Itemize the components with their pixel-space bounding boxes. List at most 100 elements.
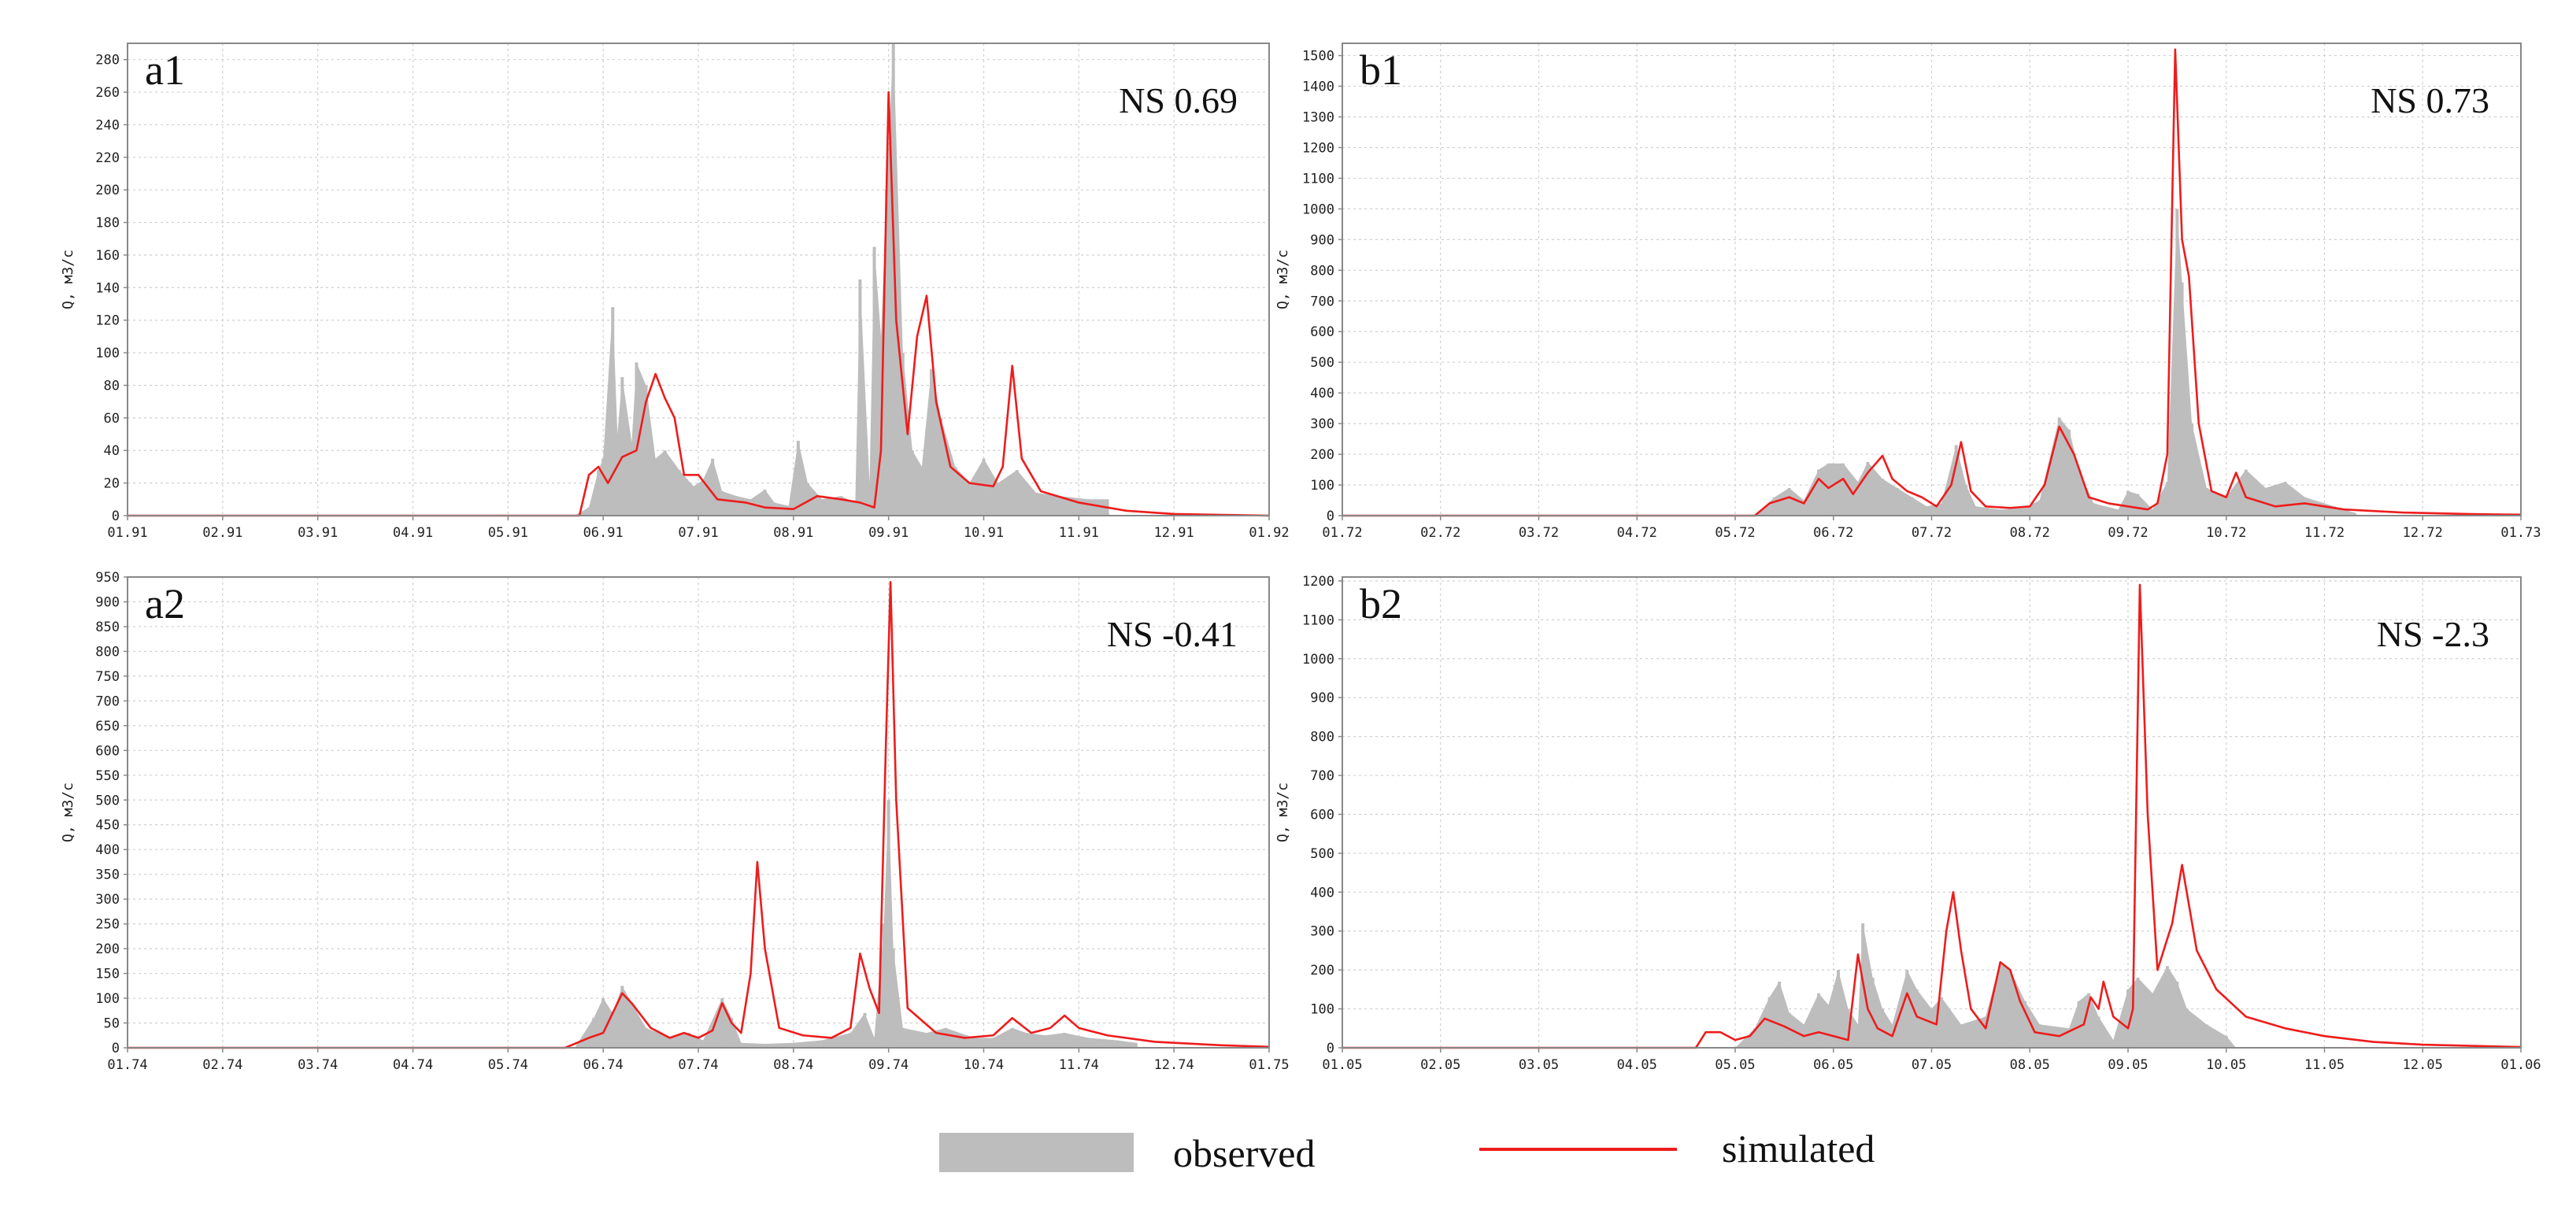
x-tick-label: 08.72	[2010, 525, 2050, 541]
x-tick-label: 08.74	[773, 1057, 813, 1073]
panel-label: a2	[145, 580, 185, 627]
x-tick-label: 11.74	[1059, 1057, 1099, 1073]
y-tick-label: 400	[95, 842, 120, 858]
observed-series	[574, 43, 1109, 516]
x-tick-label: 06.72	[1813, 525, 1853, 541]
x-tick-label: 05.72	[1715, 525, 1755, 541]
y-tick-label: 800	[1310, 263, 1334, 279]
y-tick-label: 700	[1310, 768, 1334, 784]
y-axis-label: Q, м3/с	[1275, 250, 1291, 309]
y-tick-label: 1200	[1302, 140, 1334, 156]
plot-area	[128, 577, 1269, 1048]
y-tick-label: 180	[95, 216, 120, 231]
y-tick-label: 200	[1310, 963, 1334, 978]
observed-series	[1735, 923, 2237, 1048]
x-tick-label: 08.05	[2010, 1057, 2050, 1073]
y-tick-label: 400	[1310, 386, 1334, 401]
x-tick-label: 12.05	[2403, 1057, 2443, 1073]
x-tick-label: 01.92	[1249, 525, 1289, 541]
y-tick-label: 0	[1327, 1041, 1334, 1056]
y-tick-label: 550	[95, 768, 120, 784]
y-tick-label: 900	[1310, 690, 1334, 706]
simulated-series	[128, 580, 1270, 1049]
x-tick-label: 07.91	[678, 525, 718, 541]
plot-area	[1342, 43, 2521, 516]
y-tick-label: 40	[104, 443, 120, 459]
x-tick-label: 04.74	[393, 1057, 433, 1073]
panel-label: a1	[145, 46, 185, 94]
ns-score-label: NS -0.41	[1107, 614, 1238, 654]
y-tick-label: 850	[95, 620, 120, 635]
y-tick-label: 800	[95, 644, 120, 660]
legend-observed-label: observed	[1173, 1131, 1316, 1175]
x-tick-label: 02.91	[202, 525, 242, 541]
legend-observed-swatch	[939, 1133, 1134, 1172]
x-tick-label: 12.91	[1154, 525, 1194, 541]
y-tick-label: 260	[95, 85, 120, 101]
y-tick-label: 1300	[1302, 110, 1334, 126]
x-tick-label: 09.91	[868, 525, 909, 541]
plot-area	[128, 43, 1269, 516]
y-tick-label: 1000	[1302, 202, 1334, 217]
panel-b1: 0 100 200 300 400 500 600 700 800 900 1000 1100 1200…	[1275, 43, 2541, 541]
x-tick-label: 09.72	[2108, 525, 2148, 541]
x-tick-label: 07.72	[1912, 525, 1952, 541]
x-tick-label: 08.91	[773, 525, 813, 541]
x-tick-label: 10.74	[964, 1057, 1004, 1073]
y-tick-label: 700	[1310, 294, 1334, 309]
y-tick-label: 400	[1310, 885, 1334, 901]
panel-a2: 0 50 100 150 200 250 300 350 400 450 500 550 600 650 7…	[60, 570, 1290, 1073]
ns-score-label: NS 0.73	[2371, 80, 2489, 120]
x-tick-label: 07.74	[678, 1057, 718, 1073]
y-tick-label: 220	[95, 150, 120, 166]
y-tick-label: 280	[95, 53, 120, 68]
x-tick-label: 04.91	[393, 525, 433, 541]
y-tick-label: 200	[1310, 447, 1334, 463]
x-tick-label: 06.74	[583, 1057, 624, 1073]
x-tick-label: 01.05	[1322, 1057, 1362, 1073]
x-tick-label: 11.05	[2304, 1057, 2345, 1073]
ns-score-label: NS -2.3	[2377, 614, 2489, 654]
y-tick-label: 500	[1310, 355, 1334, 371]
x-tick-label: 12.74	[1154, 1057, 1194, 1073]
y-tick-label: 250	[95, 917, 120, 933]
panel-label: b1	[1360, 46, 1402, 94]
y-tick-label: 200	[95, 183, 120, 198]
y-tick-label: 100	[95, 991, 120, 1007]
x-tick-label: 01.06	[2500, 1057, 2541, 1073]
x-tick-label: 02.05	[1420, 1057, 1460, 1073]
x-tick-label: 01.91	[107, 525, 147, 541]
y-tick-label: 100	[95, 346, 120, 361]
legend: observed simulated	[939, 1126, 1875, 1175]
y-tick-label: 650	[95, 719, 120, 734]
x-tick-label: 02.72	[1420, 525, 1460, 541]
x-tick-label: 01.74	[107, 1057, 147, 1073]
x-tick-label: 01.72	[1322, 525, 1362, 541]
simulated-series	[128, 91, 1270, 517]
y-tick-label: 450	[95, 818, 120, 834]
plot-area	[1342, 577, 2521, 1048]
x-tick-label: 06.91	[583, 525, 624, 541]
y-tick-label: 500	[1310, 846, 1334, 862]
x-tick-label: 04.72	[1617, 525, 1657, 541]
panel-label: b2	[1360, 580, 1402, 627]
x-tick-label: 09.74	[868, 1057, 909, 1073]
simulated-series	[1342, 583, 2522, 1049]
y-tick-label: 100	[1310, 478, 1334, 494]
y-tick-label: 80	[104, 378, 120, 394]
x-tick-label: 07.05	[1912, 1057, 1952, 1073]
y-tick-label: 900	[95, 594, 120, 610]
x-tick-label: 01.75	[1249, 1057, 1289, 1073]
x-tick-label: 02.74	[202, 1057, 242, 1073]
x-tick-label: 11.72	[2304, 525, 2345, 541]
y-tick-label: 600	[1310, 324, 1334, 340]
legend-simulated-label: simulated	[1722, 1126, 1875, 1171]
y-tick-label: 300	[1310, 416, 1334, 432]
x-tick-label: 11.91	[1059, 525, 1099, 541]
y-tick-label: 1400	[1302, 80, 1334, 95]
y-tick-label: 140	[95, 280, 120, 296]
x-tick-label: 09.05	[2108, 1057, 2148, 1073]
y-tick-label: 900	[1310, 232, 1334, 248]
y-tick-label: 0	[1327, 509, 1334, 524]
